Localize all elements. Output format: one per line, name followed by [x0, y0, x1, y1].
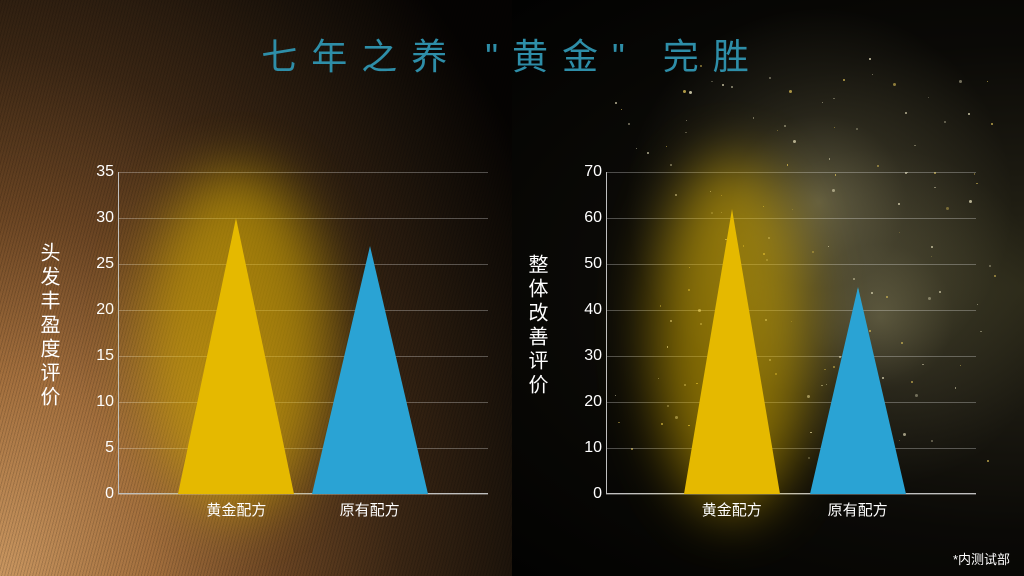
triangle-bar [810, 287, 906, 494]
chart-hair-volume: 头发丰盈度评价05101520253035黄金配方原有配方 [88, 172, 488, 522]
y-axis-line [118, 172, 119, 494]
particle [987, 460, 989, 462]
y-tick-label: 0 [84, 485, 114, 503]
x-category-label: 原有配方 [828, 499, 888, 520]
particle [905, 112, 907, 114]
particle [647, 152, 649, 154]
particle [670, 164, 672, 166]
particle [994, 275, 996, 277]
particle [711, 81, 712, 82]
y-tick-label: 15 [84, 347, 114, 365]
chart-overall-improve: 整体改善评价010203040506070黄金配方原有配方 [576, 172, 976, 522]
particle [822, 102, 823, 103]
y-tick-label: 20 [572, 393, 602, 411]
particle [683, 90, 686, 93]
triangle-bar [684, 209, 780, 494]
particle [787, 164, 788, 165]
particle [689, 91, 692, 94]
y-tick-label: 10 [572, 439, 602, 457]
plot-area: 010203040506070 [606, 172, 976, 494]
y-tick-label: 0 [572, 485, 602, 503]
particle [877, 165, 879, 167]
particle [685, 132, 686, 133]
y-tick-label: 30 [84, 209, 114, 227]
particle [991, 123, 993, 125]
particle [856, 128, 858, 130]
particle [987, 81, 988, 82]
grid-line [118, 172, 488, 173]
grid-line [118, 494, 488, 495]
particle [914, 145, 915, 146]
particle [793, 140, 796, 143]
particle [976, 183, 977, 184]
x-category-label: 原有配方 [340, 499, 400, 520]
particle [731, 86, 733, 88]
y-tick-label: 40 [572, 301, 602, 319]
particle [621, 109, 622, 110]
particle [977, 304, 978, 305]
particle [666, 146, 667, 147]
particle [777, 130, 778, 131]
x-axis-line [118, 493, 488, 494]
y-axis-line [606, 172, 607, 494]
y-tick-label: 35 [84, 163, 114, 181]
particle [686, 120, 687, 121]
y-tick-label: 5 [84, 439, 114, 457]
y-tick-label: 60 [572, 209, 602, 227]
y-tick-label: 30 [572, 347, 602, 365]
y-tick-label: 25 [84, 255, 114, 273]
particle [980, 331, 981, 332]
plot-area: 05101520253035 [118, 172, 488, 494]
y-axis-title: 头发丰盈度评价 [34, 242, 63, 410]
particle [959, 80, 962, 83]
particle [615, 102, 617, 104]
grid-line [606, 494, 976, 495]
particle [928, 97, 929, 98]
grid-line [606, 218, 976, 219]
particle [944, 121, 946, 123]
y-tick-label: 70 [572, 163, 602, 181]
particle [789, 90, 792, 93]
triangle-bar [178, 218, 294, 494]
particle [833, 98, 834, 99]
footnote: *内测试部 [953, 549, 1010, 568]
particle [722, 84, 724, 86]
triangle-bar [312, 246, 428, 494]
particle [968, 113, 969, 114]
particle [829, 158, 830, 159]
x-axis-line [606, 493, 976, 494]
particle [989, 265, 990, 266]
y-axis-title: 整体改善评价 [522, 254, 551, 398]
x-category-label: 黄金配方 [702, 499, 762, 520]
y-tick-label: 10 [84, 393, 114, 411]
particle [784, 125, 786, 127]
particle [753, 117, 754, 118]
y-tick-label: 20 [84, 301, 114, 319]
particle [636, 148, 637, 149]
particle [834, 127, 835, 128]
x-category-label: 黄金配方 [206, 499, 266, 520]
particle [628, 123, 630, 125]
grid-line [606, 172, 976, 173]
y-tick-label: 50 [572, 255, 602, 273]
particle [893, 83, 896, 86]
page-title: 七年之养 "黄金" 完胜 [0, 28, 1024, 80]
